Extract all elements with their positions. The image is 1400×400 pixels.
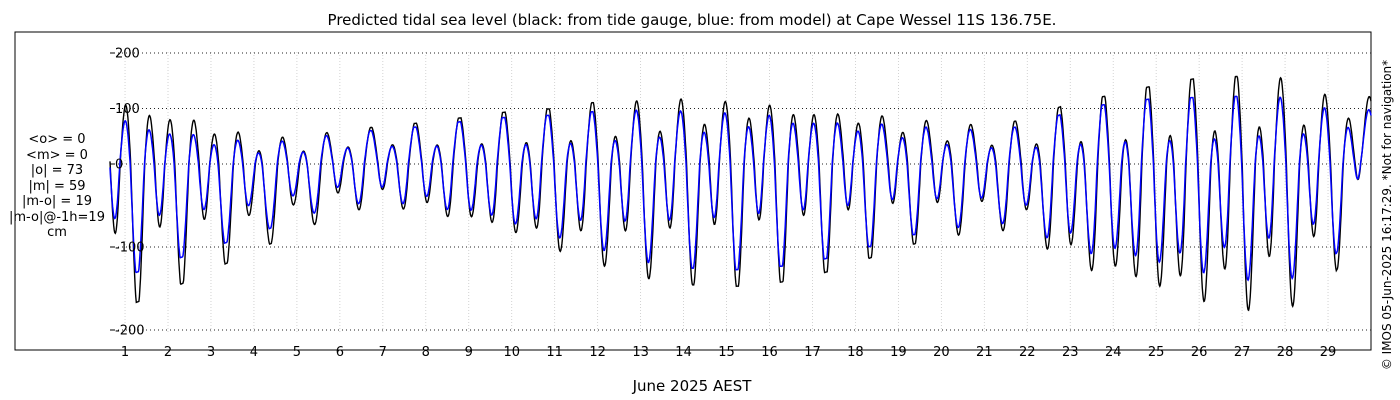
x-tick-label: 27 <box>1234 345 1251 360</box>
x-tick-label: 22 <box>1019 345 1036 360</box>
x-tick-label: 23 <box>1062 345 1079 360</box>
stat-abs-diff: |m-o| = 19 <box>21 194 92 209</box>
x-tick-label: 15 <box>718 345 735 360</box>
x-tick-label: 20 <box>933 345 950 360</box>
y-tick-label: 100 <box>115 102 140 117</box>
x-tick-label: 25 <box>1148 345 1165 360</box>
x-tick-label: 13 <box>632 345 649 360</box>
x-tick-label: 4 <box>250 345 258 360</box>
x-tick-label: 14 <box>675 345 692 360</box>
series-lines <box>109 75 1372 312</box>
x-tick-label: 29 <box>1320 345 1337 360</box>
stats-panel: <o> = 0 <m> = 0 |o| = 73 |m| = 59 |m-o| … <box>4 132 110 241</box>
x-tick-label: 28 <box>1277 345 1294 360</box>
stat-abs-model: |m| = 59 <box>28 178 86 194</box>
x-tick-label: 9 <box>465 345 473 360</box>
stat-unit: cm <box>47 225 67 240</box>
y-tick-label: 200 <box>115 47 140 62</box>
x-tick-label: 8 <box>422 345 430 360</box>
series-gauge-line <box>109 75 1372 312</box>
x-tick-label: 1 <box>121 345 129 360</box>
x-tick-label: 17 <box>804 345 821 360</box>
stat-abs-obs: |o| = 73 <box>30 163 84 178</box>
x-tick-label: 24 <box>1105 345 1122 360</box>
outer-frame <box>14 31 1372 351</box>
x-tick-label: 5 <box>293 345 301 360</box>
x-tick-label: 18 <box>847 345 864 360</box>
x-tick-label: 19 <box>890 345 907 360</box>
x-axis-label: June 2025 AEST <box>632 377 753 395</box>
chart-title: Predicted tidal sea level (black: from t… <box>328 11 1057 29</box>
x-tick-label: 6 <box>336 345 344 360</box>
y-tick-label: 0 <box>115 158 123 173</box>
x-tick-label: 21 <box>976 345 993 360</box>
x-tick-label: 16 <box>761 345 778 360</box>
x-tick-label: 3 <box>207 345 215 360</box>
x-tick-label: 26 <box>1191 345 1208 360</box>
credit-text: © IMOS 05-Jun-2025 16:17:29. *Not for na… <box>1380 60 1394 370</box>
x-tick-label: 7 <box>379 345 387 360</box>
y-tick-label: -100 <box>115 241 145 256</box>
x-tick-label: 10 <box>503 345 520 360</box>
y-tick-label: -200 <box>115 324 145 339</box>
x-tick-label: 12 <box>589 345 606 360</box>
stat-abs-diff-lag: |m-o|@-1h=19 <box>9 209 105 225</box>
series-model-line <box>109 95 1372 282</box>
plot-frame <box>110 52 1371 333</box>
x-tick-label: 2 <box>164 345 172 360</box>
stat-mean-model: <m> = 0 <box>26 147 88 163</box>
x-tick-label: 11 <box>546 345 563 360</box>
grid-lines <box>110 52 1371 333</box>
stat-mean-obs: <o> = 0 <box>28 132 86 147</box>
